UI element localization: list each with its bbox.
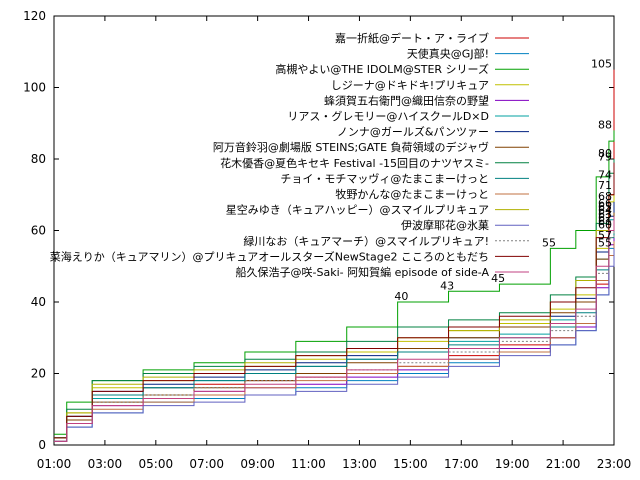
x-tick-label: 03:00 — [88, 457, 123, 471]
legend-entry-label: 蜂須賀五右衛門@織田信奈の野望 — [324, 93, 489, 107]
legend-entry-label: チョイ・モチマッヴィ@たまこまーけっと — [280, 171, 489, 185]
y-tick-label: 0 — [38, 438, 46, 452]
data-label: 64 — [598, 204, 612, 217]
data-label: 55 — [598, 236, 612, 249]
legend-entry-label: 菜海えりか（キュアマリン）@プリキュアオールスターズNewStage2 こころの… — [50, 249, 489, 263]
data-label: 62 — [598, 211, 612, 224]
legend-entry-label: 緑川なお（キュアマーチ）@スマイルプリキュア! — [243, 234, 489, 248]
data-label: 80 — [598, 147, 612, 160]
series-line — [54, 216, 615, 442]
data-label: 79 — [598, 151, 612, 164]
series-line — [54, 180, 615, 439]
legend-entry-label: ノンナ@ガールズ&パンツァー — [337, 125, 489, 139]
data-label: 45 — [491, 272, 505, 285]
x-tick-label: 19:00 — [495, 457, 530, 471]
x-tick-label: 17:00 — [444, 457, 479, 471]
y-tick-label: 100 — [23, 81, 46, 95]
legend-entry-label: 高槻やよい@THE IDOLM@STER シリーズ — [275, 62, 489, 76]
x-tick-label: 09:00 — [240, 457, 275, 471]
legend-entry-label: 伊波摩耶花@氷菓 — [401, 218, 489, 232]
data-label: 65 — [598, 201, 612, 214]
data-label: 105 — [591, 58, 612, 71]
data-label: 43 — [440, 279, 454, 292]
series-line — [54, 248, 615, 442]
data-label: 88 — [598, 118, 612, 131]
x-tick-label: 23:00 — [597, 457, 632, 471]
data-label: 66 — [598, 197, 612, 210]
data-label: 55 — [542, 236, 556, 249]
x-tick-label: 11:00 — [291, 457, 326, 471]
x-tick-label: 07:00 — [189, 457, 224, 471]
legend-entry-label: 牧野かんな@たまこまーけっと — [335, 187, 489, 201]
x-tick-label: 15:00 — [393, 457, 428, 471]
legend-entry-label: 船久保浩子@咲-Saki- 阿知賀編 episode of side-A — [236, 265, 490, 279]
x-tick-label: 13:00 — [342, 457, 377, 471]
legend-entry-label: 花木優香@夏色キセキ Festival -15回目のナツヤスミ- — [220, 156, 489, 170]
y-tick-label: 40 — [31, 295, 46, 309]
data-label: 60 — [598, 219, 612, 232]
y-tick-label: 80 — [31, 152, 46, 166]
y-tick-label: 20 — [31, 367, 46, 381]
data-label: 68 — [598, 190, 612, 203]
data-label: 61 — [598, 215, 612, 228]
series-line — [54, 159, 615, 439]
data-label: 57 — [598, 229, 612, 242]
data-label: 71 — [598, 179, 612, 192]
legend-entry-label: しジーナ@ドキドキ!プリキュア — [331, 79, 489, 92]
data-label: 63 — [598, 208, 612, 221]
data-label: 40 — [394, 290, 408, 303]
y-tick-label: 120 — [23, 9, 46, 23]
data-label: 74 — [598, 168, 612, 181]
y-tick-label: 60 — [31, 224, 46, 238]
x-tick-label: 21:00 — [546, 457, 581, 471]
legend-entry-label: 天使真央@GJ部! — [407, 47, 489, 61]
x-tick-label: 01:00 — [37, 457, 72, 471]
x-tick-label: 05:00 — [139, 457, 174, 471]
legend-entry-label: 阿万音鈴羽@劇場版 STEINS;GATE 負荷領域のデジャヴ — [213, 140, 489, 154]
legend-entry-label: 星空みゆき（キュアハッピー）@スマイルプリキュア — [226, 203, 489, 217]
series-line — [54, 191, 615, 439]
legend-entry-label: 嘉一折紙@デート・ア・ライブ — [335, 31, 489, 45]
legend-entry-label: リアス・グレモリー@ハイスクールD×D — [287, 109, 489, 123]
